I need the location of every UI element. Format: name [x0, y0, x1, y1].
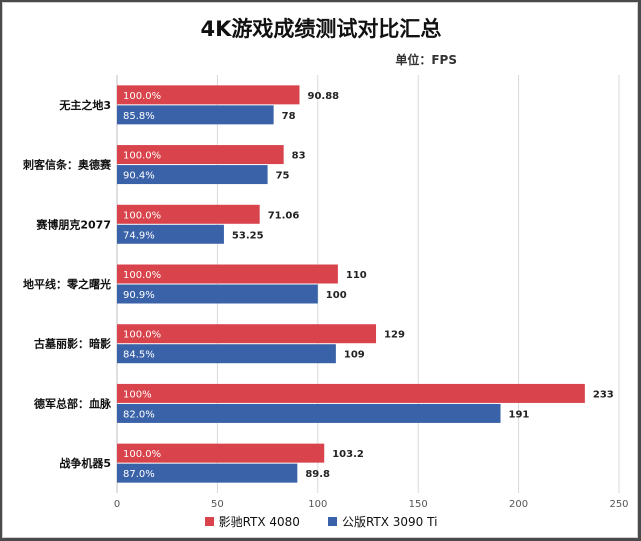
legend: 影驰RTX 4080 公版RTX 3090 Ti: [3, 513, 639, 530]
legend-swatch-series-1: [204, 517, 214, 526]
x-tick-label: 200: [509, 499, 528, 510]
x-tick-label: 50: [211, 499, 224, 510]
percent-label: 90.4%: [123, 171, 155, 182]
legend-item-series-2: 公版RTX 3090 Ti: [327, 513, 438, 530]
bar-series-2-4: [117, 344, 336, 364]
value-label: 83: [292, 151, 306, 162]
category-label: 无主之地3: [58, 98, 111, 112]
value-label: 109: [344, 350, 365, 361]
bar-series-1-4: [117, 324, 377, 344]
percent-label: 74.9%: [123, 230, 155, 241]
value-label: 233: [593, 389, 614, 400]
value-label: 78: [282, 111, 296, 122]
percent-label: 100.0%: [123, 449, 161, 460]
plot-area: 0 50 100 150 200 250 无主之地3 100.0% 90.88 85.8% 78 刺客…: [22, 75, 629, 510]
bar-series-1-3: [117, 264, 338, 284]
category-label: 赛博朋克2077: [35, 217, 111, 231]
bar-series-2-1: [117, 165, 268, 185]
value-label: 129: [384, 330, 405, 341]
bar-series-2-3: [117, 284, 318, 304]
bar-series-2-0: [117, 105, 274, 125]
category-label: 战争机器5: [59, 456, 111, 470]
percent-label: 100.0%: [123, 151, 161, 162]
bar-series-1-5: [117, 383, 585, 403]
percent-label: 87.0%: [123, 469, 155, 480]
legend-label-series-1: 影驰RTX 4080: [218, 515, 300, 529]
percent-label: 100.0%: [123, 91, 161, 102]
percent-label: 90.9%: [123, 290, 155, 301]
percent-label: 100.0%: [123, 270, 161, 281]
percent-label: 100.0%: [123, 330, 161, 341]
value-label: 103.2: [332, 449, 364, 460]
bar-series-1-1: [117, 145, 284, 165]
value-label: 100: [326, 290, 347, 301]
value-label: 53.25: [232, 230, 264, 241]
percent-label: 82.0%: [123, 409, 155, 420]
bar-series-2-2: [117, 224, 224, 244]
percent-label: 84.5%: [123, 350, 155, 361]
legend-swatch-series-2: [327, 517, 337, 526]
category-label: 地平线：零之曙光: [23, 277, 111, 291]
bar-series-1-2: [117, 204, 260, 224]
bar-series-1-0: [117, 85, 300, 105]
value-label: 75: [276, 171, 290, 182]
percent-label: 85.8%: [123, 111, 155, 122]
value-label: 90.88: [307, 91, 339, 102]
legend-item-series-1: 影驰RTX 4080: [204, 513, 300, 530]
category-label: 古墓丽影：暗影: [34, 337, 111, 351]
category-label: 德军总部：血脉: [33, 396, 112, 410]
bar-series-1-6: [117, 443, 325, 463]
x-tick-label: 250: [609, 499, 628, 510]
value-label: 191: [509, 409, 530, 420]
value-label: 110: [346, 270, 367, 281]
value-label: 71.06: [268, 210, 300, 221]
category-label: 刺客信条：奥德赛: [22, 158, 112, 172]
legend-label-series-2: 公版RTX 3090 Ti: [341, 515, 438, 529]
x-tick-label: 100: [308, 499, 327, 510]
percent-label: 100%: [123, 389, 152, 400]
bar-series-2-5: [117, 403, 501, 423]
unit-label: 单位：FPS: [395, 53, 457, 67]
percent-label: 100.0%: [123, 210, 161, 221]
x-tick-label: 0: [114, 499, 120, 510]
value-label: 89.8: [305, 469, 330, 480]
bar-series-2-6: [117, 463, 298, 483]
chart-title: 4K游戏成绩测试对比汇总: [200, 17, 442, 41]
x-tick-label: 150: [409, 499, 428, 510]
